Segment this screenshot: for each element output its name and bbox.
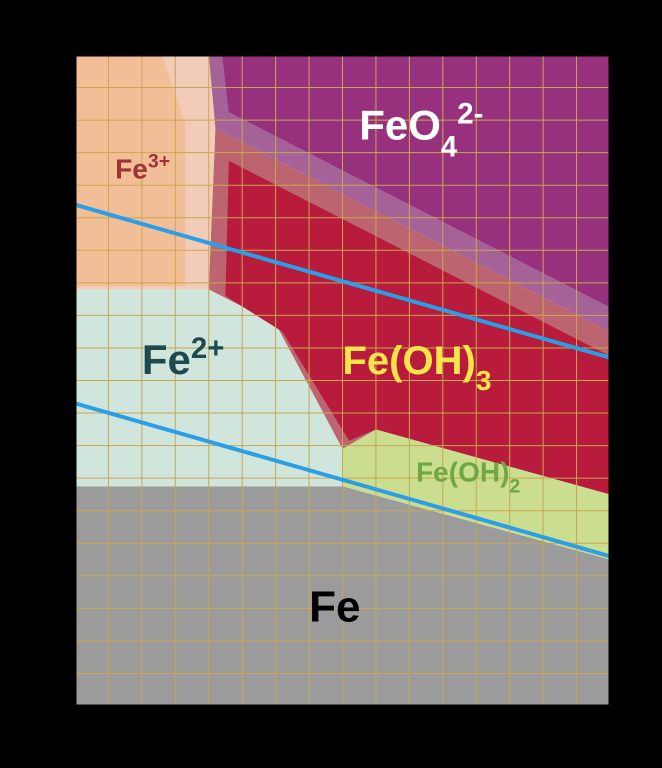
y-tick-label: -0.6 [27, 499, 65, 524]
x-tick-label: 9 [403, 714, 415, 739]
x-tick-label: 10 [431, 714, 455, 739]
y-tick-label: -1.4 [27, 629, 66, 654]
x-tick-label: 0 [102, 714, 114, 739]
x-axis-title: pH [616, 710, 656, 743]
x-tick-label: 11 [465, 714, 488, 739]
y-tick-label: -1.8 [27, 694, 65, 719]
x-tick-label: 5 [270, 714, 282, 739]
y-tick-label: -1.2 [27, 596, 65, 621]
y-tick-label: 0.4 [34, 336, 65, 361]
y-tick-label: -0.2 [27, 434, 65, 459]
label-fe: Fe [309, 582, 360, 631]
y-tick-label: 0 [53, 401, 65, 426]
x-tick-label: 1 [136, 714, 148, 739]
x-tick-label: 13 [531, 714, 555, 739]
y-tick-label: 0.6 [34, 303, 65, 328]
y-tick-label: 1.6 [34, 141, 65, 166]
x-tick-label: 14 [564, 714, 589, 739]
y-tick-label: 1.2 [34, 206, 65, 231]
y-tick-label: -1.6 [27, 661, 65, 686]
y-tick-label: -0.8 [27, 531, 65, 556]
x-tick-label: 4 [236, 714, 249, 739]
y-tick-label: 1.4 [34, 173, 65, 198]
y-tick-label: -0.4 [27, 466, 66, 491]
x-tick-label: 6 [303, 714, 315, 739]
y-tick-label: 0.2 [34, 369, 65, 394]
y-tick-label: 1.8 [34, 108, 65, 133]
x-tick-label: 8 [370, 714, 382, 739]
x-tick-label: 3 [203, 714, 215, 739]
y-axis-title: E, В [18, 12, 76, 45]
x-tick-label: 2 [169, 714, 181, 739]
y-tick-label: -1.0 [27, 564, 65, 589]
x-tick-label: 7 [336, 714, 348, 739]
plot-area: FeO42-Fe3+Fe2+Fe(OH)3Fe(OH)2Fe [75, 55, 610, 706]
y-tick-label: 2.0 [34, 76, 65, 101]
x-tick-label: 12 [497, 714, 521, 739]
y-tick-label: 0.8 [34, 271, 65, 296]
y-tick-label: 1.0 [34, 238, 65, 263]
